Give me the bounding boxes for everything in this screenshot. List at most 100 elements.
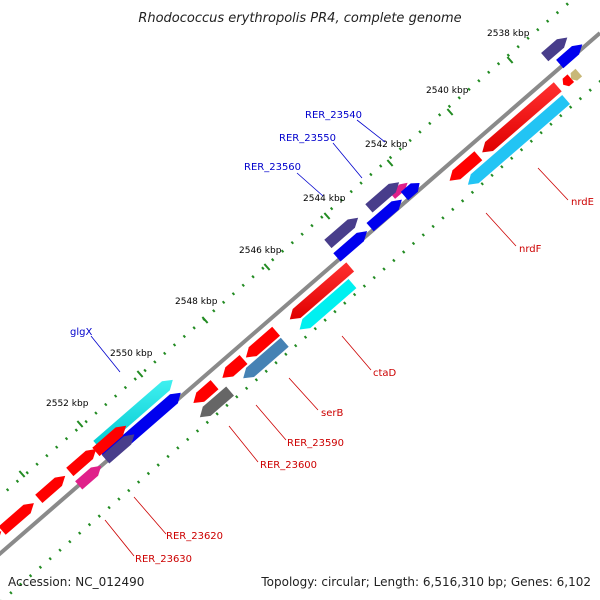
ring-dot bbox=[97, 514, 101, 518]
gene-label-glgx: glgX bbox=[70, 327, 92, 338]
ring-dot bbox=[192, 326, 196, 330]
ring-dot bbox=[398, 147, 403, 151]
ring-dot bbox=[408, 138, 412, 143]
ring-dot bbox=[496, 62, 501, 66]
leader-glgx bbox=[90, 335, 121, 373]
cog-feature bbox=[556, 44, 583, 69]
gene-label-rer-23560: RER_23560 bbox=[244, 162, 301, 173]
ring-dot bbox=[254, 378, 259, 382]
cog-feature bbox=[75, 465, 102, 490]
ring-dot bbox=[244, 386, 249, 391]
tick-labels: 2538 kbp 2540 kbp 2542 kbp 2544 kbp 2546… bbox=[46, 29, 530, 409]
ring-dot bbox=[431, 224, 435, 229]
ring-dot bbox=[163, 351, 167, 356]
ring-dot bbox=[221, 300, 226, 305]
ring-dot bbox=[362, 284, 367, 288]
leader-nrdf bbox=[485, 212, 517, 247]
ring-dot bbox=[411, 241, 416, 246]
ring-dot bbox=[536, 27, 540, 32]
ring-dot bbox=[323, 318, 327, 322]
ring-dot bbox=[38, 565, 43, 569]
ring-dot bbox=[113, 394, 118, 398]
ring-dot bbox=[545, 19, 550, 23]
ring-dot bbox=[284, 352, 288, 356]
ring-dot bbox=[460, 199, 465, 203]
ring-dot bbox=[271, 258, 275, 262]
ring-dot bbox=[241, 283, 245, 288]
ring-dot bbox=[195, 429, 200, 433]
ring-dot bbox=[15, 479, 20, 483]
tick-label-2540: 2540 kbp bbox=[426, 86, 469, 96]
ring-dot bbox=[437, 113, 442, 117]
ring-dot bbox=[205, 420, 209, 425]
ring-dot bbox=[127, 488, 131, 493]
gene-label-serb: serB bbox=[321, 408, 343, 419]
map-title: Rhodococcus erythropolis PR4, complete g… bbox=[138, 11, 461, 26]
gene-label-nrdf: nrdF bbox=[519, 244, 542, 255]
ring-dot bbox=[293, 343, 298, 348]
tick-label-2544: 2544 kbp bbox=[303, 194, 346, 204]
ring-dot bbox=[153, 360, 157, 364]
cds-forward bbox=[35, 475, 66, 503]
ring-dot bbox=[379, 164, 383, 168]
kbp-tick-mark bbox=[136, 370, 144, 378]
ring-dot bbox=[48, 557, 52, 561]
ring-dot bbox=[516, 45, 520, 49]
ring-dot bbox=[74, 428, 78, 432]
ring-dot bbox=[549, 122, 553, 126]
ring-dot bbox=[477, 79, 481, 83]
ring-dot bbox=[343, 301, 347, 305]
gene-label-nrde: nrdE bbox=[571, 197, 594, 208]
ring-dot bbox=[5, 488, 10, 492]
cog-feature bbox=[333, 231, 368, 262]
ring-dot bbox=[84, 419, 88, 424]
ring-dot bbox=[369, 172, 373, 177]
ring-dot bbox=[487, 70, 491, 74]
ring-dot bbox=[146, 471, 151, 476]
kbp-tick-mark bbox=[18, 470, 26, 478]
gene-label-rer-23630: RER_23630 bbox=[135, 554, 192, 565]
ring-dot bbox=[87, 522, 92, 527]
tick-label-2538: 2538 kbp bbox=[487, 29, 530, 39]
ring-dot bbox=[457, 96, 461, 100]
leader-rer-23540 bbox=[356, 119, 386, 143]
ring-dot bbox=[68, 539, 72, 544]
ring-dot bbox=[349, 189, 353, 194]
cds-forward bbox=[66, 449, 97, 477]
ring-dot bbox=[418, 130, 422, 134]
ring-dot bbox=[166, 454, 170, 459]
cds-forward bbox=[0, 531, 2, 536]
ring-dot bbox=[172, 343, 177, 347]
ring-dot bbox=[300, 232, 304, 236]
ring-dot bbox=[264, 369, 268, 373]
ring-dot bbox=[117, 497, 121, 501]
ring-dot bbox=[470, 190, 475, 195]
cds-reverse bbox=[562, 74, 575, 87]
ring-dot bbox=[274, 361, 278, 365]
gene-label-rer-23590: RER_23590 bbox=[287, 438, 344, 449]
ring-dot bbox=[64, 436, 69, 441]
ring-dot bbox=[94, 411, 98, 415]
genome-summary-text: Topology: circular; Length: 6,516,310 bp… bbox=[260, 575, 591, 589]
kbp-tick-mark bbox=[323, 212, 331, 220]
ring-dot bbox=[251, 275, 255, 279]
gene-label-rer-23540: RER_23540 bbox=[305, 110, 362, 121]
cog-feature bbox=[243, 337, 289, 379]
ring-dot bbox=[382, 267, 386, 271]
ring-dot bbox=[55, 445, 59, 449]
ring-dot bbox=[510, 156, 514, 160]
ring-dot bbox=[290, 240, 295, 245]
ring-dot bbox=[588, 88, 592, 92]
ring-dot bbox=[539, 130, 543, 135]
tick-label-2552: 2552 kbp bbox=[46, 399, 89, 409]
ring-dot bbox=[392, 258, 396, 263]
tick-label-2542: 2542 kbp bbox=[365, 140, 408, 150]
ring-dot bbox=[231, 292, 236, 296]
ring-dot bbox=[447, 104, 452, 109]
leader-nrde bbox=[537, 167, 569, 201]
ring-dot bbox=[280, 249, 285, 253]
ring-dot bbox=[359, 181, 363, 185]
ring-dot bbox=[58, 548, 62, 552]
kbp-tick-mark bbox=[76, 420, 84, 428]
